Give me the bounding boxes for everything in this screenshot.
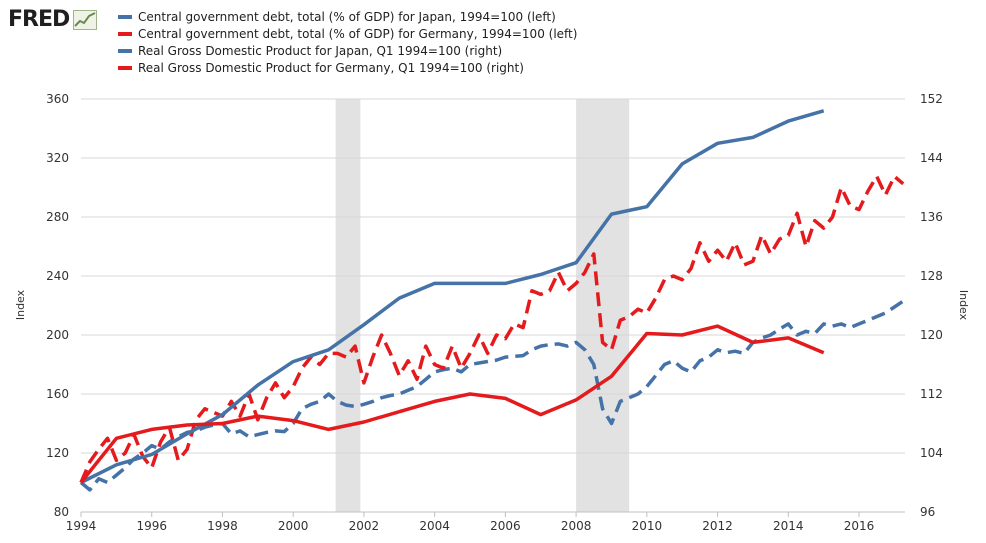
y-left-tick-label: 360 [46,92,69,106]
series-lines [79,109,905,492]
y-axis-title-left: Index [14,289,27,320]
y-left-tick-label: 240 [46,269,69,283]
legend-item-germany-gdp[interactable]: Real Gross Domestic Product for Germany,… [118,59,577,76]
x-tick-label: 2000 [278,519,309,533]
fred-logo[interactable]: FRED [8,6,98,34]
legend-item-japan-gdp[interactable]: Real Gross Domestic Product for Japan, Q… [118,42,577,59]
x-tick-label: 1996 [136,519,167,533]
y-left-tick-label: 320 [46,151,69,165]
legend-swatch-japan-gdp [118,48,132,53]
x-tick-label: 1998 [207,519,238,533]
series-japan-gdp-line [79,299,905,492]
chart-header: FRED Central government debt, total (% o… [0,0,986,92]
y-right-tick-label: 136 [920,210,943,224]
recession-band-1 [576,99,630,512]
recession-band-0 [335,99,361,512]
x-tick-label: 2010 [632,519,663,533]
axes [80,511,905,517]
legend-item-germany-debt[interactable]: Central government debt, total (% of GDP… [118,25,577,42]
tick-labels: 80 120 160 200 240 280 320 360 96 104 112 120 128 136… [46,92,943,533]
y-axis-title-right: Index [957,290,970,321]
y-right-tick-label: 152 [920,92,943,106]
legend-swatch-germany-gdp [118,65,132,70]
y-left-tick-label: 120 [46,446,69,460]
gridlines [81,98,905,454]
x-tick-label: 2006 [490,519,521,533]
legend-label-japan-debt: Central government debt, total (% of GDP… [138,9,556,24]
x-tick-label: 2014 [773,519,804,533]
y-right-tick-label: 104 [920,446,943,460]
legend-label-germany-debt: Central government debt, total (% of GDP… [138,26,578,41]
legend-swatch-germany-debt [118,31,132,36]
legend-swatch-japan-debt [118,14,132,19]
series-germany-gdp-line [79,174,905,484]
trend-chart-icon [73,10,98,30]
legend-label-germany-gdp: Real Gross Domestic Product for Germany,… [138,60,524,75]
y-right-tick-label: 128 [920,269,943,283]
y-right-tick-label: 96 [920,505,935,519]
y-left-tick-label: 80 [54,505,69,519]
y-left-tick-label: 160 [46,387,69,401]
x-tick-label: 2012 [702,519,733,533]
y-left-tick-label: 280 [46,210,69,224]
recession-bands [81,99,905,512]
chart-legend: Central government debt, total (% of GDP… [118,8,577,76]
y-left-tick-label: 200 [46,328,69,342]
x-tick-label: 2016 [844,519,875,533]
y-right-tick-label: 144 [920,151,943,165]
legend-label-japan-gdp: Real Gross Domestic Product for Japan, Q… [138,43,503,58]
x-tick-label: 2008 [561,519,592,533]
x-tick-label: 1994 [66,519,97,533]
x-tick-label: 2004 [419,519,450,533]
y-right-tick-label: 120 [920,328,943,342]
fred-logo-text: FRED [8,7,70,32]
y-right-tick-label: 112 [920,387,943,401]
series-germany-debt-line [79,324,825,484]
legend-item-japan-debt[interactable]: Central government debt, total (% of GDP… [118,8,577,25]
x-tick-label: 2002 [349,519,380,533]
plot-background [81,99,905,512]
